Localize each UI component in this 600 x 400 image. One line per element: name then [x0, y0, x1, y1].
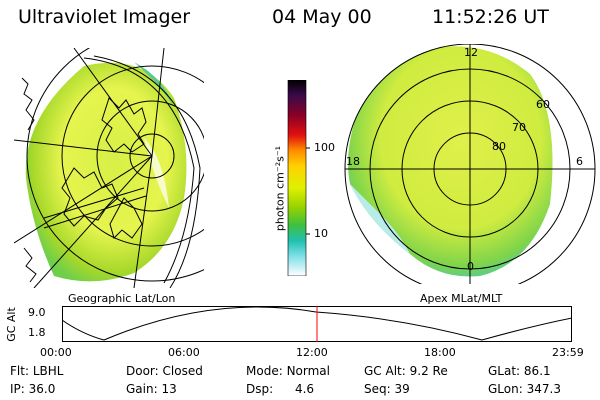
- geographic-image: [14, 48, 204, 288]
- colorbar-unit-label: photon cm⁻²s⁻¹: [273, 145, 287, 232]
- orbit-xtick-0600: 06:00: [168, 346, 200, 359]
- orbit-xtick-0000: 00:00: [40, 346, 72, 359]
- colorbar: [287, 80, 310, 276]
- geographic-label: Geographic Lat/Lon: [68, 292, 176, 305]
- orbit-ytick-1: 1.8: [28, 326, 46, 339]
- colorbar-tick-10: 10: [314, 227, 328, 240]
- colorbar-tick-100: 100: [314, 141, 335, 154]
- header-date: 04 May 00: [272, 6, 372, 28]
- mlt-label-12: 12: [464, 46, 478, 59]
- info-seq: Seq: 39: [364, 382, 410, 396]
- mlt-label-18: 18: [346, 155, 360, 168]
- mlt-label-0: 0: [467, 260, 474, 273]
- apex-label: Apex MLat/MLT: [420, 292, 503, 305]
- orbit-axis-label: GC Alt: [4, 307, 18, 342]
- info-ip: IP: 36.0: [10, 382, 56, 396]
- polar-plot: [344, 44, 596, 284]
- info-flt: Flt: LBHL: [10, 364, 64, 378]
- header-time: 11:52:26 UT: [432, 6, 549, 28]
- info-gc-alt: GC Alt: 9.2 Re: [364, 364, 448, 378]
- info-gain: Gain: 13: [126, 382, 177, 396]
- orbit-xtick-1800: 18:00: [424, 346, 456, 359]
- mlt-label-6: 6: [576, 155, 583, 168]
- info-glon: GLon: 347.3: [488, 382, 561, 396]
- app-title: Ultraviolet Imager: [18, 6, 191, 28]
- aurora-glow-left: [25, 62, 187, 282]
- info-glat: GLat: 86.1: [488, 364, 551, 378]
- orbit-xtick-1200: 12:00: [296, 346, 328, 359]
- info-dsp: Dsp: 4.6: [246, 382, 315, 396]
- orbit-plot: [62, 306, 572, 342]
- mlat-label-70: 70: [512, 121, 526, 134]
- aurora-glow-right: [348, 46, 553, 277]
- orbit-xtick-2359: 23:59: [552, 346, 584, 359]
- orbit-ytick-9: 9.0: [28, 306, 46, 319]
- info-mode: Mode: Normal: [246, 364, 330, 378]
- mlat-label-60: 60: [536, 98, 550, 111]
- info-door: Door: Closed: [126, 364, 203, 378]
- mlat-label-80: 80: [492, 140, 506, 153]
